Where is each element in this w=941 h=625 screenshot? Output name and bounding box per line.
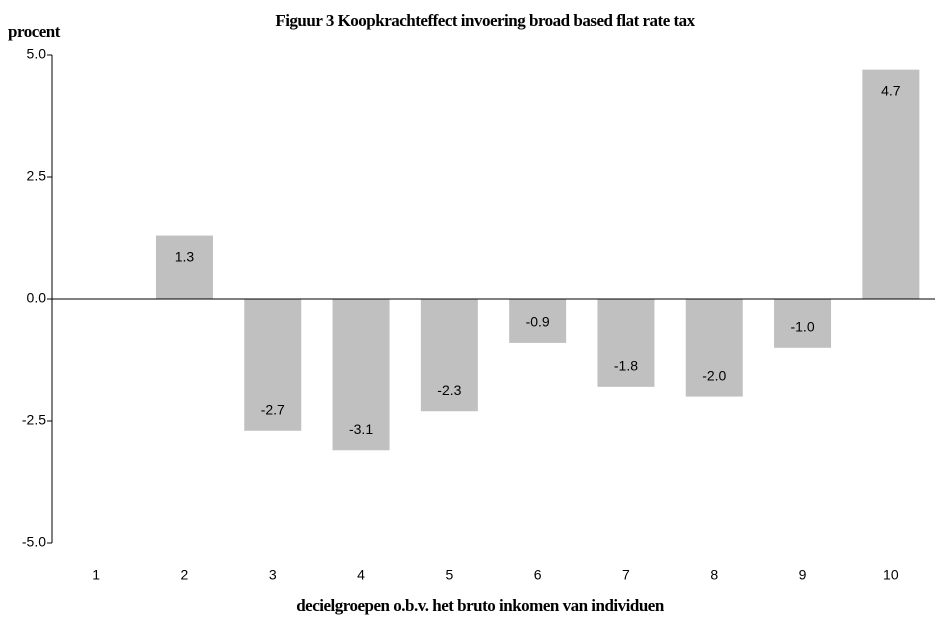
x-tick-label: 4 [357, 567, 365, 583]
data-label: -3.1 [349, 421, 373, 437]
bar [862, 69, 920, 299]
y-tick-label: -2.5 [22, 412, 46, 428]
bar [597, 299, 655, 387]
bar [420, 299, 478, 412]
y-tick-label: 5.0 [27, 46, 47, 62]
bar [332, 299, 390, 451]
bar [155, 235, 213, 299]
x-tick-label: 6 [534, 567, 542, 583]
x-tick-label: 1 [92, 567, 100, 583]
bar [509, 299, 567, 343]
x-axis-label: decielgroepen o.b.v. het bruto inkomen v… [296, 596, 665, 615]
y-tick-label: 2.5 [27, 168, 47, 184]
data-label: 4.7 [881, 82, 901, 98]
y-tick-label: -5.0 [22, 534, 46, 550]
x-tick-label: 7 [622, 567, 630, 583]
x-tick-label: 9 [799, 567, 807, 583]
data-label: -2.7 [261, 401, 285, 417]
y-tick-label: 0.0 [27, 290, 47, 306]
data-label: -2.0 [702, 367, 726, 383]
data-label: 1.3 [175, 248, 195, 264]
x-tick-label: 8 [710, 567, 718, 583]
bar [685, 299, 743, 397]
y-axis-label: procent [8, 22, 61, 41]
data-label: -1.0 [790, 319, 814, 335]
bar [774, 299, 832, 348]
x-tick-label: 2 [181, 567, 189, 583]
data-label: -1.8 [614, 358, 638, 374]
bar [244, 299, 302, 431]
x-tick-label: 5 [445, 567, 453, 583]
chart-title: Figuur 3 Koopkrachteffect invoering broa… [275, 11, 695, 30]
data-label: -0.9 [526, 314, 550, 330]
x-tick-label: 10 [883, 567, 899, 583]
x-tick-label: 3 [269, 567, 277, 583]
data-label: -2.3 [437, 382, 461, 398]
